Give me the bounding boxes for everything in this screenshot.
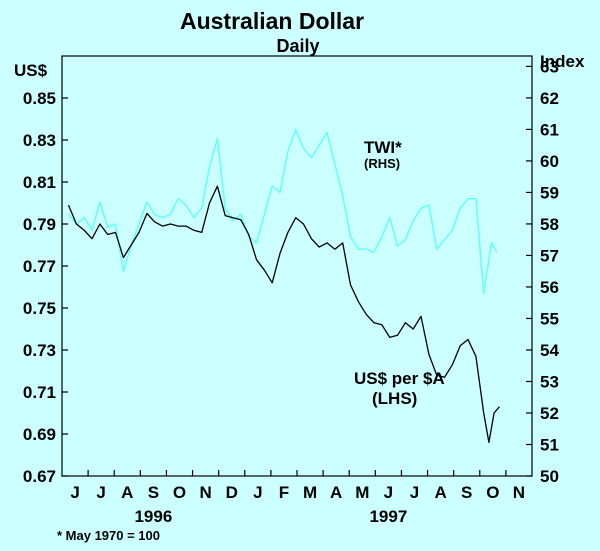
right-tick-label: 58 <box>540 215 559 234</box>
right-tick-label: 53 <box>540 372 559 391</box>
chart-title: Australian Dollar <box>180 8 364 34</box>
x-month-label: O <box>173 483 186 502</box>
left-tick-label: 0.69 <box>23 425 56 444</box>
usd-series-sublabel: (LHS) <box>372 389 417 408</box>
left-tick-label: 0.73 <box>23 341 56 360</box>
x-month-label: O <box>486 483 499 502</box>
left-tick-label: 0.83 <box>23 131 56 150</box>
chart-subtitle: Daily <box>276 36 319 56</box>
left-tick-label: 0.79 <box>23 215 56 234</box>
right-tick-label: 56 <box>540 278 559 297</box>
left-tick-label: 0.75 <box>23 299 56 318</box>
x-month-label: M <box>355 483 369 502</box>
left-axis-unit: US$ <box>14 61 48 80</box>
x-month-label: J <box>410 483 419 502</box>
usd-series-line <box>67 185 500 444</box>
x-year-label: 1996 <box>134 507 172 526</box>
right-axis-ticks: 63 62 61 60 59 58 57 56 55 54 53 52 51 50 <box>526 57 559 486</box>
twi-series-line <box>67 128 498 295</box>
right-tick-label: 62 <box>540 89 559 108</box>
left-tick-label: 0.77 <box>23 257 56 276</box>
x-month-label: A <box>434 483 446 502</box>
right-tick-label: 61 <box>540 120 559 139</box>
right-axis-unit: Index <box>540 52 585 71</box>
right-tick-label: 60 <box>540 152 559 171</box>
x-month-label: A <box>121 483 133 502</box>
x-month-label: M <box>303 483 317 502</box>
left-tick-label: 0.71 <box>23 383 56 402</box>
series-layer <box>67 128 500 444</box>
x-month-label: D <box>226 483 238 502</box>
twi-series-sublabel: (RHS) <box>364 156 400 171</box>
x-year-label: 1997 <box>369 507 407 526</box>
right-tick-label: 54 <box>540 341 559 360</box>
x-month-label: J <box>384 483 393 502</box>
x-month-label: J <box>253 483 262 502</box>
right-tick-label: 63 <box>540 57 559 76</box>
x-month-label: A <box>330 483 342 502</box>
right-tick-label: 50 <box>540 467 559 486</box>
right-tick-label: 55 <box>540 309 559 328</box>
x-month-label: J <box>96 483 105 502</box>
twi-series-label: TWI* <box>364 138 402 157</box>
x-month-label: N <box>199 483 211 502</box>
x-month-label: S <box>461 483 472 502</box>
footnote: * May 1970 = 100 <box>57 528 160 543</box>
x-month-label: N <box>513 483 525 502</box>
right-tick-label: 57 <box>540 246 559 265</box>
right-tick-label: 59 <box>540 183 559 202</box>
x-month-label: S <box>148 483 159 502</box>
left-axis-ticks: 0.85 0.83 0.81 0.79 0.77 0.75 0.73 0.71 0.69 0.67 <box>23 89 68 486</box>
usd-series-label: US$ per $A <box>354 369 445 388</box>
right-tick-label: 51 <box>540 435 559 454</box>
plot-frame <box>61 55 533 477</box>
x-month-label: F <box>279 483 289 502</box>
right-tick-label: 52 <box>540 404 559 423</box>
x-month-label: J <box>70 483 79 502</box>
left-tick-label: 0.85 <box>23 89 56 108</box>
left-tick-label: 0.81 <box>23 173 56 192</box>
left-tick-label: 0.67 <box>23 467 56 486</box>
